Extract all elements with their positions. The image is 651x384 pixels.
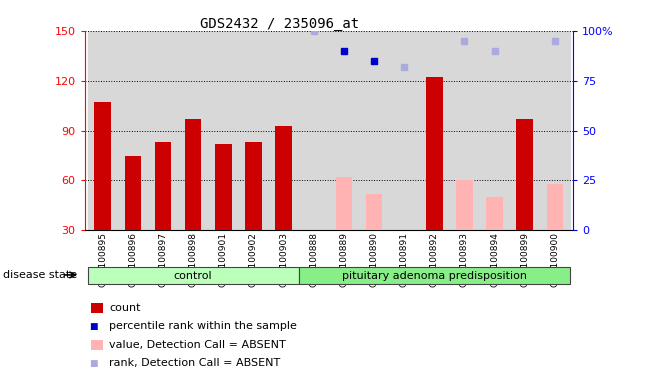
Bar: [245, 142, 262, 230]
Text: disease state: disease state: [3, 270, 77, 280]
Text: control: control: [174, 270, 212, 281]
Bar: [178, 31, 208, 230]
Bar: [516, 119, 533, 230]
Bar: [268, 31, 299, 230]
Text: value, Detection Call = ABSENT: value, Detection Call = ABSENT: [109, 340, 286, 350]
Bar: [148, 31, 178, 230]
Bar: [185, 119, 201, 230]
Bar: [155, 142, 171, 230]
Bar: [479, 31, 510, 230]
Text: percentile rank within the sample: percentile rank within the sample: [109, 321, 298, 331]
Bar: [366, 194, 382, 230]
Bar: [275, 126, 292, 230]
Bar: [359, 31, 389, 230]
Bar: [299, 266, 570, 285]
Bar: [335, 177, 352, 230]
Bar: [389, 31, 419, 230]
Text: ■: ■: [89, 359, 98, 368]
Bar: [88, 31, 118, 230]
Bar: [486, 197, 503, 230]
Bar: [299, 31, 329, 230]
Bar: [94, 102, 111, 230]
Bar: [456, 180, 473, 230]
Bar: [426, 77, 443, 230]
Text: rank, Detection Call = ABSENT: rank, Detection Call = ABSENT: [109, 358, 281, 368]
Text: ■: ■: [89, 322, 98, 331]
Bar: [88, 266, 299, 285]
Bar: [208, 31, 238, 230]
Bar: [546, 184, 563, 230]
Bar: [215, 144, 232, 230]
Text: GDS2432 / 235096_at: GDS2432 / 235096_at: [201, 17, 359, 31]
Bar: [419, 31, 449, 230]
Bar: [329, 31, 359, 230]
Text: count: count: [109, 303, 141, 313]
Bar: [238, 31, 268, 230]
Bar: [510, 31, 540, 230]
Bar: [540, 31, 570, 230]
Bar: [118, 31, 148, 230]
Text: pituitary adenoma predisposition: pituitary adenoma predisposition: [342, 270, 527, 281]
Bar: [449, 31, 479, 230]
Bar: [124, 156, 141, 230]
